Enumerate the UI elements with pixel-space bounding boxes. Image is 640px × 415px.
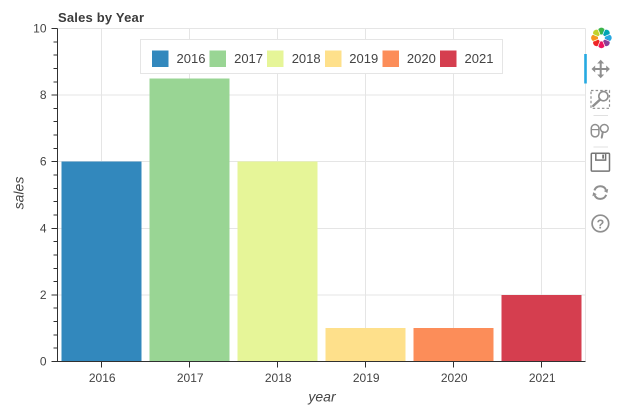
svg-text:2020: 2020 <box>441 371 468 385</box>
svg-text:Sales by Year: Sales by Year <box>58 10 144 25</box>
svg-text:2018: 2018 <box>265 371 292 385</box>
svg-text:2017: 2017 <box>234 51 263 66</box>
svg-text:2020: 2020 <box>407 51 436 66</box>
svg-text:2021: 2021 <box>529 371 556 385</box>
svg-text:2019: 2019 <box>349 51 378 66</box>
svg-text:2019: 2019 <box>353 371 380 385</box>
svg-text:2017: 2017 <box>177 371 204 385</box>
svg-text:2: 2 <box>40 288 47 302</box>
svg-text:2018: 2018 <box>292 51 321 66</box>
svg-text:2016: 2016 <box>177 51 206 66</box>
svg-text:0: 0 <box>40 355 47 369</box>
svg-text:2016: 2016 <box>89 371 116 385</box>
svg-text:2021: 2021 <box>465 51 494 66</box>
svg-text:sales: sales <box>11 177 27 210</box>
svg-text:8: 8 <box>40 88 47 102</box>
svg-text:year: year <box>307 389 337 405</box>
svg-text:4: 4 <box>40 221 47 235</box>
svg-text:?: ? <box>597 217 605 231</box>
svg-text:6: 6 <box>40 155 47 169</box>
svg-text:10: 10 <box>33 22 47 36</box>
